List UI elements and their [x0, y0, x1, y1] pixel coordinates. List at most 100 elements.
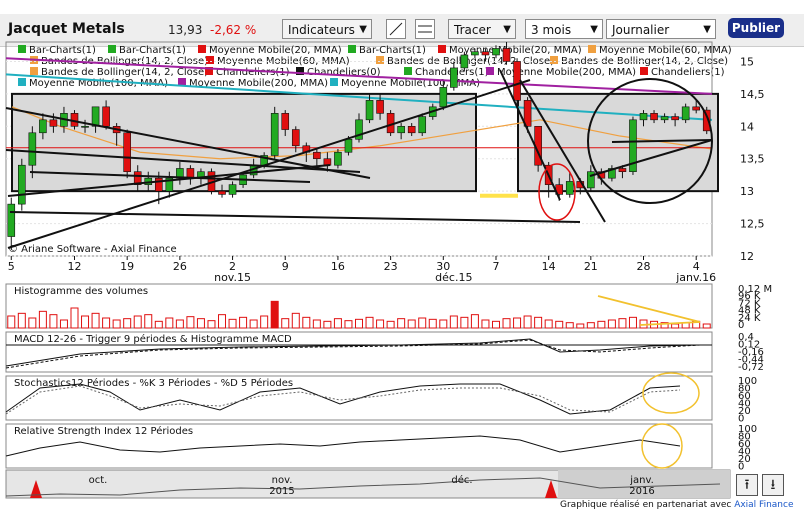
volume-bar [291, 312, 300, 329]
volume-bar [270, 300, 279, 329]
legend-swatch [588, 45, 596, 53]
y-tick-label: 14,5 [740, 88, 765, 101]
volume-bar [491, 320, 500, 329]
trend-line [7, 164, 331, 197]
candle-body [313, 151, 321, 160]
collapse-button[interactable]: ⭳ [762, 474, 784, 496]
draw-hline-button[interactable] [415, 19, 435, 39]
candle-body [671, 116, 679, 121]
navigator-window [558, 470, 730, 498]
legend-swatch [178, 78, 186, 86]
navigator[interactable]: oct. nov.2015 déc. janv.2016 [5, 469, 731, 499]
volume-bar [81, 315, 90, 329]
macd-tick: -0,72 [738, 362, 764, 373]
volume-bar [344, 320, 353, 329]
horizontal-line-icon [418, 25, 432, 33]
rsi-panel: Relative Strength Index 12 Périodes 10080… [5, 423, 757, 473]
volume-bar [49, 314, 58, 329]
candle-body [397, 126, 405, 134]
interval-select[interactable]: Journalier ▼ [606, 19, 716, 39]
x-month-label: déc.15 [435, 271, 472, 284]
volume-bar [207, 320, 216, 329]
volume-bar [133, 315, 142, 329]
candle-body [281, 113, 290, 130]
volume-bar [439, 319, 448, 329]
price-change: -2,62 % [210, 23, 257, 37]
volume-bar [597, 320, 606, 329]
period-select[interactable]: 3 mois ▼ [525, 19, 603, 39]
volume-bar [28, 317, 37, 329]
volume-bar [91, 312, 100, 329]
draw-dropdown[interactable]: Tracer ▼ [448, 19, 516, 39]
volume-bar [102, 317, 111, 329]
volume-tick: 48 K [738, 306, 761, 317]
volume-bar [565, 322, 574, 329]
volume-tick: 0,12 M [738, 284, 772, 295]
volume-bar [628, 316, 637, 329]
publish-button[interactable]: Publier [728, 18, 784, 38]
volume-bar [333, 318, 342, 329]
footer-credit: Graphique réalisé en partenariat avec Ax… [560, 500, 793, 510]
indicators-dropdown[interactable]: Indicateurs ▼ [282, 19, 372, 39]
candle-body [270, 113, 279, 156]
candle-body [39, 119, 47, 134]
volume-bar [365, 316, 374, 329]
volume-bar [407, 319, 416, 329]
candle-body [523, 100, 532, 127]
volume-bar [428, 318, 437, 329]
navigator-label: 2015 [269, 486, 294, 497]
chevron-down-icon: ▼ [359, 24, 367, 35]
volume-bar [502, 318, 511, 329]
volume-arrow [597, 295, 701, 323]
volume-bar [312, 319, 321, 329]
volume-bar [154, 320, 163, 329]
legend-label: Moyenne Mobile(100, MMA) [341, 78, 480, 89]
volume-bar [323, 320, 332, 329]
macd-tick: 0,4 [738, 332, 754, 343]
volume-bar [523, 315, 532, 329]
stoch-tick: 40 [738, 399, 751, 410]
volume-bar [70, 307, 79, 329]
trend-line [9, 211, 581, 223]
toolbar: Jacquet Metals 13,93 -2,62 % Indicateurs… [0, 14, 804, 47]
legend-swatch [404, 67, 412, 75]
legend-swatch [296, 67, 304, 75]
x-day-label: 26 [173, 260, 187, 273]
y-tick-label: 14 [740, 120, 754, 133]
navigator-label: oct. [89, 475, 108, 486]
legend-swatch [330, 78, 338, 86]
candle-body [123, 132, 131, 172]
legend-label: Bar-Charts(1) [359, 45, 426, 56]
legend-swatch [18, 78, 26, 86]
chevron-down-icon: ▼ [503, 24, 511, 35]
macd-line [5, 338, 701, 367]
navigator-marker [545, 480, 557, 498]
legend-swatch [550, 56, 558, 64]
legend-label: Moyenne Mobile(20, MMA) [449, 45, 582, 56]
volume-bar [513, 317, 522, 329]
footer-brand-link[interactable]: Axial Finance [734, 500, 794, 510]
candle-body [502, 48, 511, 62]
candle-body [81, 126, 89, 128]
volume-bar [576, 323, 585, 329]
candle-body [49, 119, 58, 127]
navigator-marker [30, 480, 42, 498]
candle-body [460, 54, 469, 69]
legend-label: Bandes de Bollinger(14, 2, Close) [561, 56, 728, 67]
volume-bar [660, 322, 669, 329]
x-day-label: 30 [436, 260, 450, 273]
stoch-tick: 20 [738, 406, 751, 417]
period-value: 3 mois [531, 23, 572, 37]
draw-line-button[interactable] [386, 19, 406, 39]
x-day-label: 5 [8, 260, 15, 273]
expand-button[interactable]: ⭱ [736, 474, 758, 496]
candle-body [365, 100, 374, 121]
y-tick-label: 15 [740, 55, 754, 68]
legend-swatch [640, 67, 648, 75]
macd-tick: -0,16 [738, 347, 764, 358]
volume-bar [449, 315, 458, 329]
ma60-line [11, 106, 713, 160]
rsi-line [5, 435, 681, 457]
x-day-label: 14 [542, 260, 556, 273]
candle-body [218, 190, 226, 195]
